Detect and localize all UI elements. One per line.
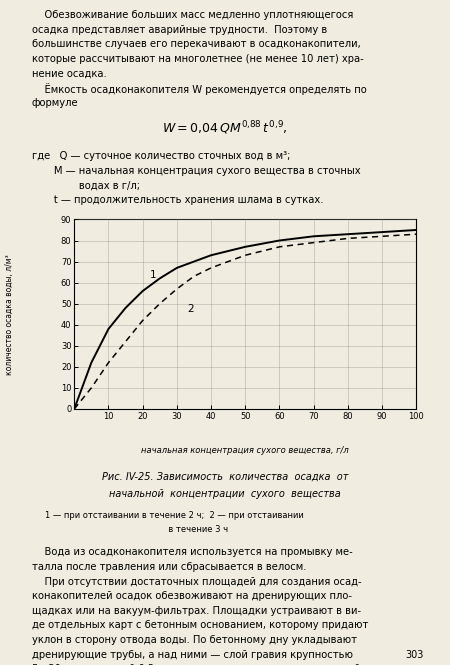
Text: дренирующие трубы, а над ними — слой гравия крупностью: дренирующие трубы, а над ними — слой гра… — [32, 650, 352, 660]
Text: осадка представляет аварийные трудности.  Поэтому в: осадка представляет аварийные трудности.… — [32, 25, 327, 35]
Text: водах в г/л;: водах в г/л; — [32, 180, 140, 190]
Text: формуле: формуле — [32, 98, 78, 108]
Text: количество осадка воды, л/м³: количество осадка воды, л/м³ — [4, 254, 13, 374]
Text: 1 — при отстаивании в течение 2 ч;  2 — при отстаивании: 1 — при отстаивании в течение 2 ч; 2 — п… — [45, 511, 304, 520]
Text: 1: 1 — [149, 271, 156, 281]
Text: где   Q — суточное количество сточных вод в м³;: где Q — суточное количество сточных вод … — [32, 151, 290, 161]
Text: Обезвоживание больших масс медленно уплотняющегося: Обезвоживание больших масс медленно упло… — [32, 10, 353, 20]
Text: начальной  концентрации  сухого  вещества: начальной концентрации сухого вещества — [109, 489, 341, 499]
Text: 2: 2 — [187, 304, 194, 314]
Text: Ёмкость осадконакопителя W рекомендуется определять по: Ёмкость осадконакопителя W рекомендуется… — [32, 83, 366, 95]
Text: конакопителей осадок обезвоживают на дренирующих пло-: конакопителей осадок обезвоживают на дре… — [32, 591, 351, 601]
Text: талла после травления или сбрасывается в велосм.: талла после травления или сбрасывается в… — [32, 562, 306, 572]
Text: 303: 303 — [405, 650, 423, 660]
Text: $W = 0{,}04\, QM^{0{,}88}\, t^{0{,}9}$,: $W = 0{,}04\, QM^{0{,}88}\, t^{0{,}9}$, — [162, 119, 288, 136]
Text: которые рассчитывают на многолетнее (не менее 10 лет) хра-: которые рассчитывают на многолетнее (не … — [32, 54, 363, 64]
Text: начальная концентрация сухого вещества, г/л: начальная концентрация сухого вещества, … — [141, 446, 349, 455]
Text: При отсутствии достаточных площадей для создания осад-: При отсутствии достаточных площадей для … — [32, 577, 361, 587]
Text: де отдельных карт с бетонным основанием, которому придают: де отдельных карт с бетонным основанием,… — [32, 620, 368, 630]
Text: большинстве случаев его перекачивают в осадконакопители,: большинстве случаев его перекачивают в о… — [32, 39, 360, 49]
Text: уклон в сторону отвода воды. По бетонному дну укладывают: уклон в сторону отвода воды. По бетонном… — [32, 635, 356, 645]
Text: нение осадка.: нение осадка. — [32, 68, 106, 78]
Text: 5—30 мм и высотой 0,3 м; над слоем гравия укладывают слой: 5—30 мм и высотой 0,3 м; над слоем грави… — [32, 664, 360, 665]
Text: t — продолжительность хранения шлама в сутках.: t — продолжительность хранения шлама в с… — [32, 195, 323, 205]
Text: Вода из осадконакопителя используется на промывку ме-: Вода из осадконакопителя используется на… — [32, 547, 352, 557]
Text: в течение 3 ч: в течение 3 ч — [45, 525, 228, 535]
Text: Рис. IV-25. Зависимость  количества  осадка  от: Рис. IV-25. Зависимость количества осадк… — [102, 472, 348, 482]
Text: M — начальная концентрация сухого вещества в сточных: M — начальная концентрация сухого вещест… — [32, 166, 360, 176]
Text: щадках или на вакуум-фильтрах. Площадки устраивают в ви-: щадках или на вакуум-фильтрах. Площадки … — [32, 606, 360, 616]
